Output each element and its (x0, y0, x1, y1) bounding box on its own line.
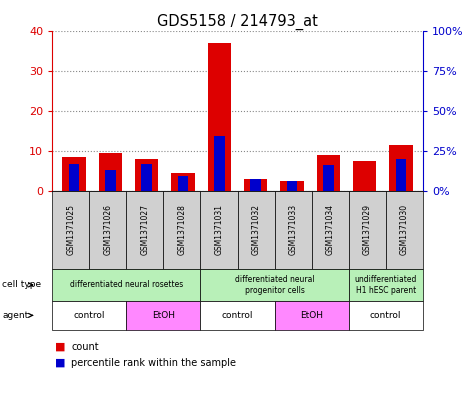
Bar (135, 159, 159, 191)
Bar (244, 179, 267, 191)
Text: GSM1371034: GSM1371034 (326, 204, 334, 255)
Bar (62, 157, 86, 191)
Text: EtOH: EtOH (300, 311, 323, 320)
Bar (287, 181, 297, 191)
Text: GSM1371033: GSM1371033 (289, 204, 297, 255)
Text: control: control (222, 311, 253, 320)
Text: GSM1371030: GSM1371030 (400, 204, 408, 255)
Bar (171, 173, 195, 191)
Text: GSM1371027: GSM1371027 (141, 204, 149, 255)
Bar (323, 165, 333, 191)
Text: percentile rank within the sample: percentile rank within the sample (71, 358, 236, 367)
Text: GSM1371032: GSM1371032 (252, 204, 260, 255)
Text: GSM1371028: GSM1371028 (178, 204, 186, 255)
Bar (396, 159, 406, 191)
Text: control: control (74, 311, 105, 320)
Bar (142, 163, 152, 191)
Bar (389, 145, 413, 191)
Text: count: count (71, 342, 99, 352)
Bar (353, 161, 376, 191)
Bar (105, 170, 116, 191)
Text: GSM1371025: GSM1371025 (66, 204, 75, 255)
Text: GDS5158 / 214793_at: GDS5158 / 214793_at (157, 14, 318, 30)
Bar (69, 163, 79, 191)
Text: GSM1371029: GSM1371029 (363, 204, 371, 255)
Bar (99, 153, 122, 191)
Text: ■: ■ (55, 358, 65, 367)
Text: EtOH: EtOH (152, 311, 175, 320)
Text: undifferentiated
H1 hESC parent: undifferentiated H1 hESC parent (354, 275, 417, 295)
Bar (316, 155, 340, 191)
Bar (250, 180, 261, 191)
Text: differentiated neural rosettes: differentiated neural rosettes (70, 281, 183, 289)
Text: control: control (370, 311, 401, 320)
Text: GSM1371031: GSM1371031 (215, 204, 223, 255)
Bar (208, 43, 231, 191)
Text: differentiated neural
progenitor cells: differentiated neural progenitor cells (235, 275, 314, 295)
Text: agent: agent (2, 311, 28, 320)
Text: cell type: cell type (2, 281, 41, 289)
Bar (178, 176, 188, 191)
Bar (280, 181, 304, 191)
Bar (214, 136, 225, 191)
Text: ■: ■ (55, 342, 65, 352)
Text: GSM1371026: GSM1371026 (104, 204, 112, 255)
